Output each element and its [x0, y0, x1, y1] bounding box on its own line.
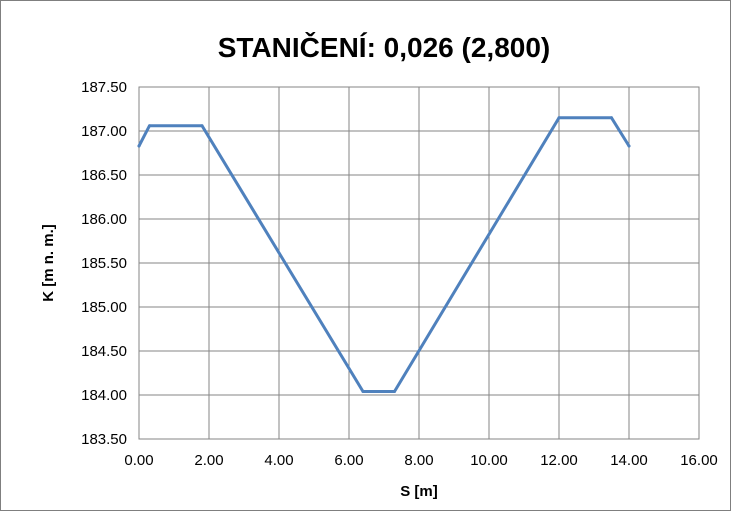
- x-tick-label: 14.00: [610, 452, 648, 469]
- y-tick-label: 184.00: [81, 387, 127, 404]
- series-layer: [137, 116, 631, 393]
- y-tick-label: 187.50: [81, 79, 127, 96]
- y-tick-label: 185.50: [81, 255, 127, 272]
- data-point: [200, 124, 204, 128]
- data-point: [148, 124, 151, 128]
- x-tick-label: 16.00: [680, 452, 718, 469]
- y-tick-label: 187.00: [81, 123, 127, 140]
- series-line: [137, 116, 631, 393]
- data-point: [627, 144, 631, 148]
- y-tick-label: 185.00: [81, 299, 127, 316]
- x-tick-label: 6.00: [334, 452, 363, 469]
- y-tick-label: 186.50: [81, 167, 127, 184]
- data-point: [393, 389, 396, 393]
- y-tick-label: 183.50: [81, 431, 127, 448]
- data-point: [557, 116, 561, 120]
- x-tick-label: 10.00: [470, 452, 508, 469]
- data-point: [610, 116, 613, 120]
- x-tick-label: 4.00: [264, 452, 293, 469]
- chart-title: STANIČENÍ: 0,026 (2,800): [218, 31, 551, 63]
- x-tick-label: 8.00: [404, 452, 433, 469]
- x-tick-label: 2.00: [194, 452, 223, 469]
- tick-layer: 0.00 2.00 4.00 6.00 8.00 10.00 12.00 14.00 16.00…: [81, 79, 718, 469]
- x-tick-label: 0.00: [124, 452, 153, 469]
- y-tick-label: 184.50: [81, 343, 127, 360]
- y-axis-label: K [m n. m.]: [40, 224, 57, 302]
- y-tick-label: 186.00: [81, 211, 127, 228]
- data-point: [137, 144, 141, 148]
- grid-layer: [139, 87, 699, 439]
- data-point: [361, 389, 365, 393]
- x-tick-label: 12.00: [540, 452, 578, 469]
- x-axis-label: S [m]: [400, 483, 438, 500]
